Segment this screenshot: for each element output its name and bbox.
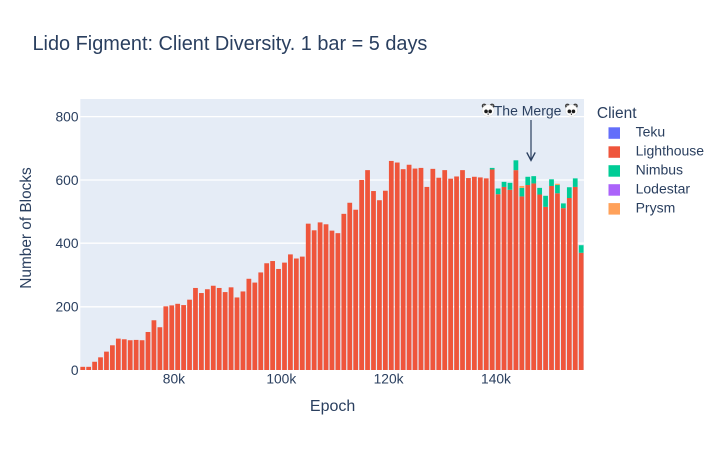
svg-text:Lighthouse: Lighthouse bbox=[636, 143, 705, 159]
svg-text:Lodestar: Lodestar bbox=[636, 180, 691, 196]
svg-text:Epoch: Epoch bbox=[310, 398, 355, 415]
svg-text:120k: 120k bbox=[374, 372, 404, 387]
svg-text:Prysm: Prysm bbox=[636, 199, 676, 215]
svg-text:Teku: Teku bbox=[636, 124, 666, 140]
svg-text:200: 200 bbox=[55, 300, 78, 315]
svg-text:80k: 80k bbox=[163, 372, 185, 387]
svg-text:Nimbus: Nimbus bbox=[636, 161, 683, 177]
svg-text:Number of Blocks: Number of Blocks bbox=[18, 167, 35, 289]
svg-text:Lido Figment: Client Diversity: Lido Figment: Client Diversity. 1 bar = … bbox=[33, 33, 428, 55]
svg-text:140k: 140k bbox=[481, 372, 511, 387]
svg-text:600: 600 bbox=[55, 173, 78, 188]
svg-text:400: 400 bbox=[55, 236, 78, 251]
svg-text:0: 0 bbox=[71, 363, 79, 378]
svg-text:800: 800 bbox=[55, 110, 78, 125]
svg-text:Client: Client bbox=[597, 105, 637, 122]
svg-text:100k: 100k bbox=[266, 372, 296, 387]
svg-text:The Merge: The Merge bbox=[494, 103, 562, 119]
